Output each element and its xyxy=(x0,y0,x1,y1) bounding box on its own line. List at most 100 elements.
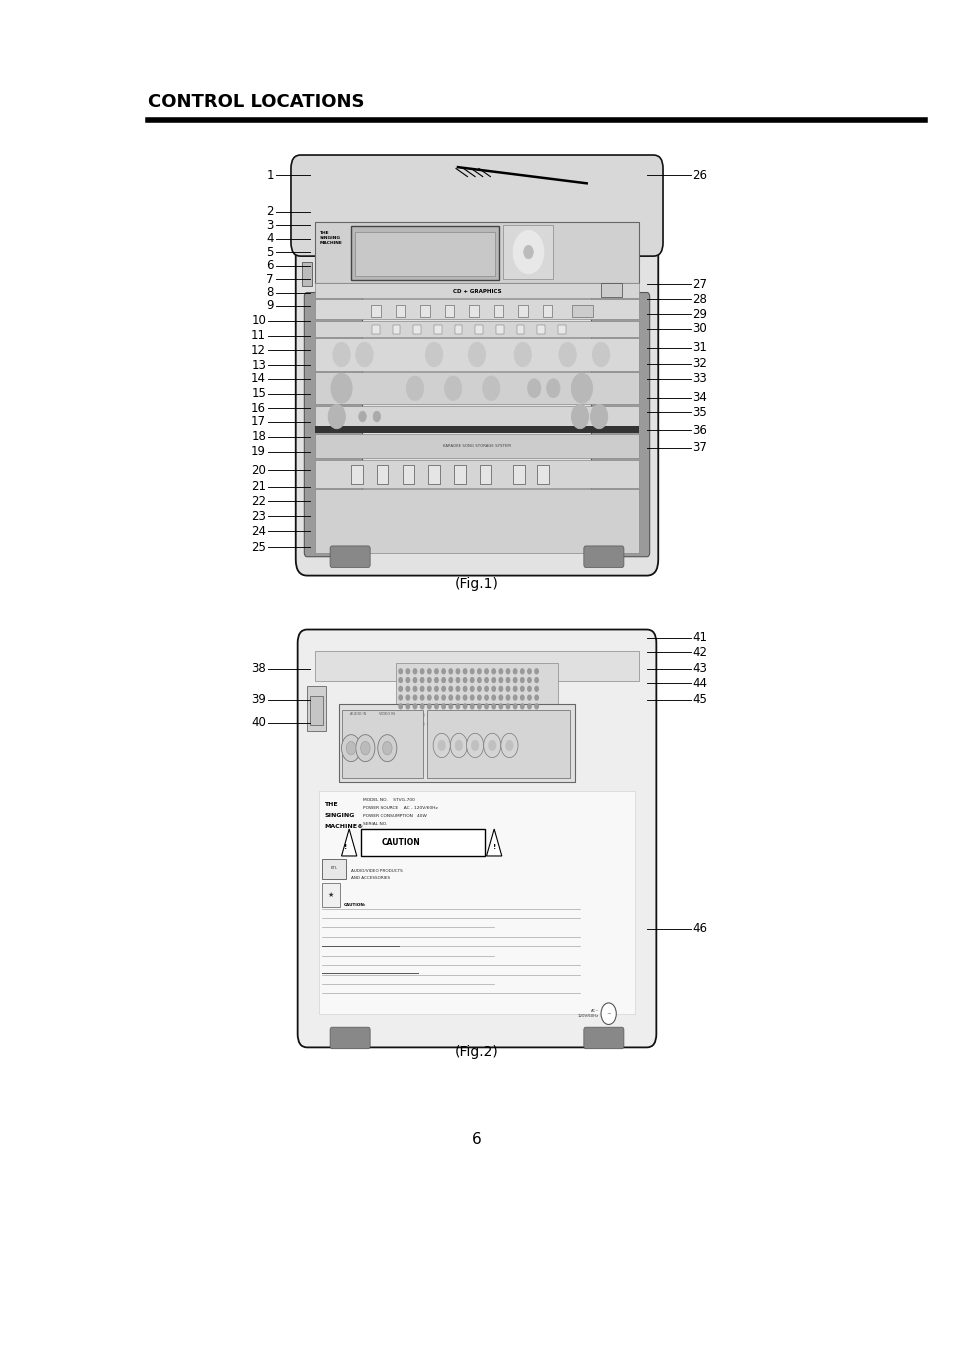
Circle shape xyxy=(433,733,450,758)
Circle shape xyxy=(506,686,509,692)
Text: THE: THE xyxy=(319,231,329,235)
Circle shape xyxy=(513,713,517,717)
Circle shape xyxy=(449,669,452,674)
Text: 20: 20 xyxy=(251,464,266,477)
Circle shape xyxy=(523,245,533,259)
Bar xyxy=(395,663,558,728)
Circle shape xyxy=(420,669,423,674)
Circle shape xyxy=(449,721,452,727)
Circle shape xyxy=(468,342,485,367)
Circle shape xyxy=(527,713,531,717)
Text: 22: 22 xyxy=(251,495,266,508)
Bar xyxy=(302,262,312,286)
Bar xyxy=(427,710,570,778)
Circle shape xyxy=(398,696,402,700)
Circle shape xyxy=(441,704,445,709)
Text: 33: 33 xyxy=(692,372,706,386)
Circle shape xyxy=(456,704,459,709)
Circle shape xyxy=(592,342,609,367)
Circle shape xyxy=(558,342,576,367)
Text: 42: 42 xyxy=(692,646,707,659)
Circle shape xyxy=(406,678,409,682)
Text: AUDIO/VIDEO PRODUCTS: AUDIO/VIDEO PRODUCTS xyxy=(351,869,402,872)
Bar xyxy=(351,465,362,484)
Circle shape xyxy=(435,704,437,709)
Circle shape xyxy=(484,686,488,692)
Text: ETL: ETL xyxy=(330,867,337,869)
Circle shape xyxy=(482,376,499,400)
Circle shape xyxy=(520,686,523,692)
Bar xyxy=(314,338,639,371)
Text: THE: THE xyxy=(324,802,337,807)
FancyBboxPatch shape xyxy=(583,546,623,568)
Text: CAUTION:: CAUTION: xyxy=(343,903,366,907)
Text: 25: 25 xyxy=(251,541,266,554)
Text: 5: 5 xyxy=(266,245,274,259)
Circle shape xyxy=(463,669,466,674)
Circle shape xyxy=(492,704,495,709)
Circle shape xyxy=(420,704,423,709)
Text: 32: 32 xyxy=(692,357,707,371)
Circle shape xyxy=(477,704,480,709)
Text: (Fig.2): (Fig.2) xyxy=(455,1045,498,1058)
Text: POWER SOURCE    AC - 120V/60Hz: POWER SOURCE AC - 120V/60Hz xyxy=(362,806,436,810)
Circle shape xyxy=(435,669,437,674)
Circle shape xyxy=(506,696,509,700)
Circle shape xyxy=(500,733,517,758)
FancyBboxPatch shape xyxy=(330,1027,370,1049)
Circle shape xyxy=(420,696,423,700)
Bar xyxy=(371,305,380,317)
Circle shape xyxy=(398,721,402,727)
Circle shape xyxy=(492,721,495,727)
Bar xyxy=(393,325,400,334)
Text: MACHINE®: MACHINE® xyxy=(324,824,363,829)
Bar xyxy=(314,651,639,681)
Circle shape xyxy=(455,740,462,751)
Circle shape xyxy=(527,721,531,727)
Bar xyxy=(341,710,422,778)
Circle shape xyxy=(483,733,500,758)
Text: 35: 35 xyxy=(692,406,706,419)
Circle shape xyxy=(470,678,474,682)
Bar xyxy=(314,372,639,404)
Circle shape xyxy=(406,721,409,727)
Text: 23: 23 xyxy=(251,510,266,523)
Circle shape xyxy=(484,721,488,727)
Text: !: ! xyxy=(343,844,347,849)
Text: CD + GRAPHICS: CD + GRAPHICS xyxy=(453,288,500,294)
Circle shape xyxy=(420,686,423,692)
Circle shape xyxy=(527,686,531,692)
Bar xyxy=(314,426,639,433)
Circle shape xyxy=(513,686,517,692)
Bar xyxy=(395,305,405,317)
Circle shape xyxy=(420,721,423,727)
Circle shape xyxy=(477,686,480,692)
Circle shape xyxy=(382,741,392,755)
FancyBboxPatch shape xyxy=(330,546,370,568)
Circle shape xyxy=(506,678,509,682)
Circle shape xyxy=(398,686,402,692)
Text: 19: 19 xyxy=(251,445,266,458)
Circle shape xyxy=(456,721,459,727)
Text: CAUTION: CAUTION xyxy=(381,838,419,847)
Polygon shape xyxy=(486,829,501,856)
Text: 43: 43 xyxy=(692,662,707,675)
Bar xyxy=(355,232,495,276)
Circle shape xyxy=(535,696,537,700)
Circle shape xyxy=(506,721,509,727)
Bar xyxy=(402,465,414,484)
Circle shape xyxy=(449,696,452,700)
Circle shape xyxy=(466,733,483,758)
Circle shape xyxy=(449,686,452,692)
Circle shape xyxy=(435,696,437,700)
Text: 39: 39 xyxy=(251,693,266,706)
Circle shape xyxy=(360,741,370,755)
FancyBboxPatch shape xyxy=(591,293,649,557)
Bar xyxy=(360,829,484,856)
Circle shape xyxy=(449,678,452,682)
Bar xyxy=(314,406,639,426)
Circle shape xyxy=(535,721,537,727)
Circle shape xyxy=(420,678,423,682)
Circle shape xyxy=(535,678,537,682)
Circle shape xyxy=(427,696,431,700)
